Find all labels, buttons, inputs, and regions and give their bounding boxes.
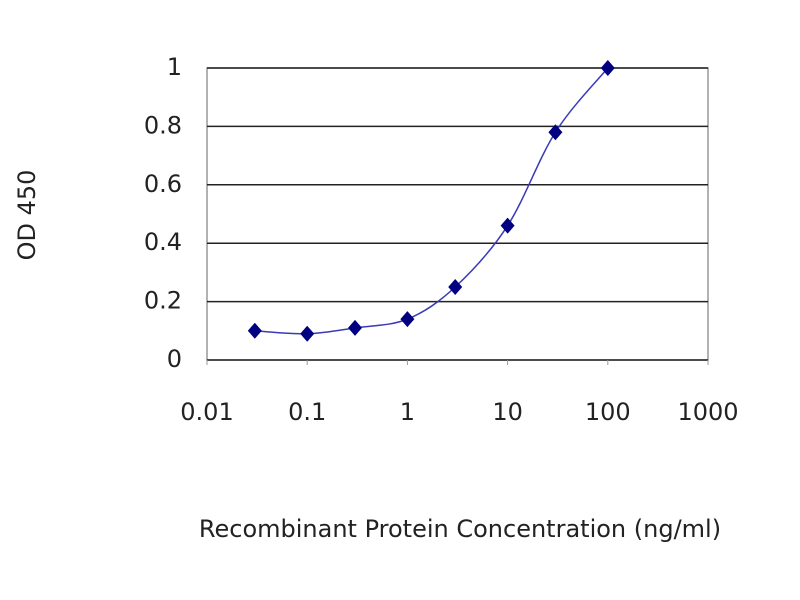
- y-tick-label: 0.8: [144, 111, 182, 139]
- data-point: [247, 322, 262, 339]
- y-tick-label: 0.6: [144, 170, 182, 198]
- y-tick-label: 0.2: [144, 287, 182, 315]
- data-point: [448, 279, 463, 295]
- y-axis-label: OD 450: [13, 170, 41, 261]
- y-tick-label: 1: [167, 53, 182, 81]
- data-point: [348, 319, 363, 336]
- x-tick-label: 10: [492, 398, 523, 426]
- x-tick-label: 0.01: [180, 398, 233, 426]
- plot-area: [206, 67, 709, 361]
- x-tick-label: 0.1: [288, 398, 326, 426]
- y-tick-label: 0.4: [144, 228, 182, 256]
- x-tick-label: 100: [585, 398, 631, 426]
- data-point: [548, 124, 563, 141]
- data-point: [500, 217, 515, 234]
- data-point: [400, 311, 415, 328]
- y-tick-label: 0: [167, 345, 182, 373]
- data-point: [300, 325, 315, 342]
- x-tick-label: 1000: [677, 398, 738, 426]
- x-tick-label: 1: [400, 398, 415, 426]
- data-point: [600, 60, 615, 76]
- x-axis-label: Recombinant Protein Concentration (ng/ml…: [199, 515, 721, 543]
